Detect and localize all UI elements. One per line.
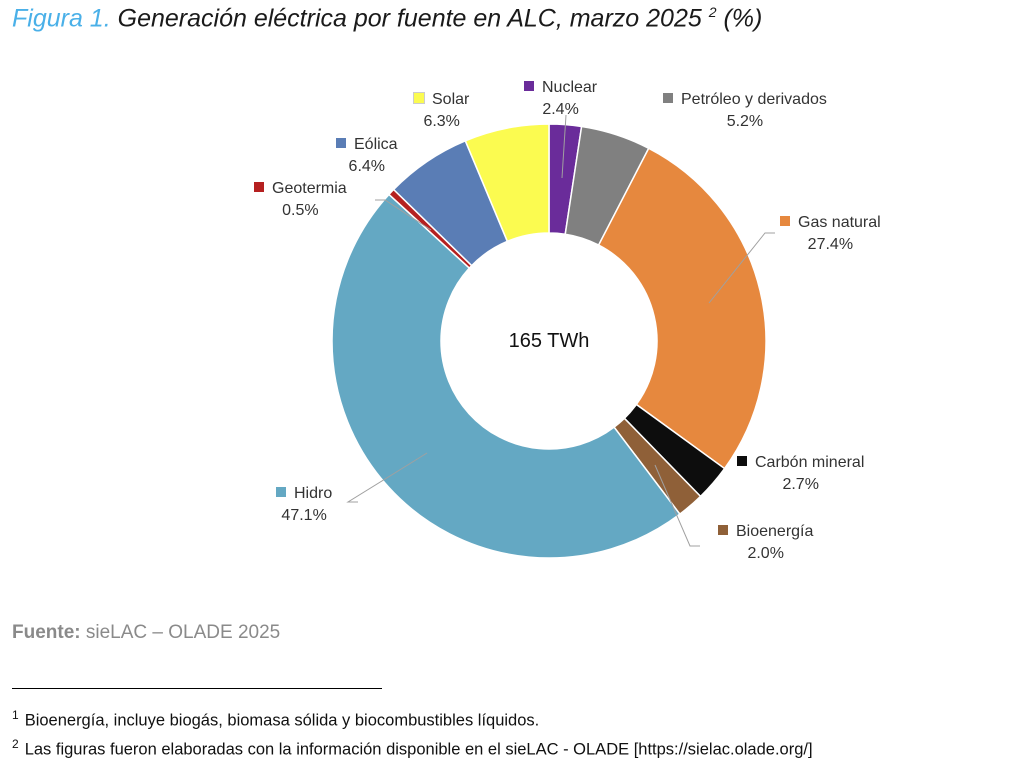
leader-line-bioenergia	[654, 464, 700, 547]
label-solar: Solar 6.3%	[413, 89, 469, 133]
center-label: 165 TWh	[508, 330, 590, 352]
footnote-2: 2 Las figuras fueron elaboradas con la in…	[12, 737, 813, 759]
label-petroleo: Petróleo y derivados 5.2%	[663, 89, 827, 133]
footnote-divider	[12, 688, 382, 689]
legend-swatch	[413, 92, 425, 104]
legend-swatch	[276, 487, 286, 497]
leader-line-geotermia	[375, 199, 432, 231]
title-unit: (%)	[723, 4, 763, 33]
label-hidro: Hidro 47.1%	[276, 483, 332, 527]
leader-line-hidro	[346, 452, 428, 503]
label-gas-natural: Gas natural 27.4%	[780, 212, 881, 256]
label-bioenergia: Bioenergía 2.0%	[718, 521, 813, 565]
title-superscript: 2	[708, 4, 717, 20]
legend-swatch	[718, 525, 728, 535]
footnote-1: 1 Bioenergía, incluye biogás, biomasa sól…	[12, 708, 540, 730]
label-carbon: Carbón mineral 2.7%	[737, 452, 864, 496]
figure-number: Figura 1.	[12, 4, 111, 33]
legend-swatch	[336, 138, 346, 148]
title-text: Generación eléctrica por fuente en ALC, …	[117, 4, 702, 33]
leader-line-gas	[708, 232, 775, 304]
slice-gas-natural	[597, 147, 767, 470]
legend-swatch	[780, 216, 790, 226]
label-geotermia: Geotermia 0.5%	[254, 178, 347, 222]
label-eolica: Eólica 6.4%	[336, 134, 398, 178]
figure-title: Figura 1. Generación eléctrica por fuent…	[12, 4, 762, 33]
legend-swatch	[737, 456, 747, 466]
slice-hidro	[331, 193, 681, 559]
legend-swatch	[524, 81, 534, 91]
slice-solar	[464, 123, 550, 243]
leader-line-nuclear	[561, 114, 567, 179]
legend-swatch	[663, 93, 673, 103]
legend-swatch	[254, 182, 264, 192]
source-note: Fuente: sieLAC – OLADE 2025	[12, 622, 281, 643]
label-nuclear: Nuclear 2.4%	[524, 77, 597, 121]
